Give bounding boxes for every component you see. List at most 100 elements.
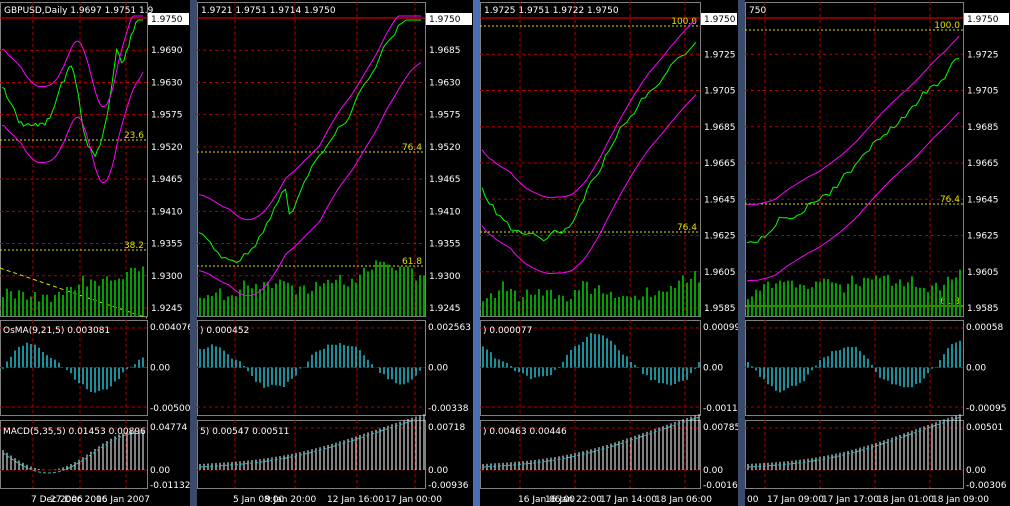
price-pane	[0, 2, 148, 317]
chart-header: GBPUSD,Daily 1.9697 1.9751 1.9	[4, 6, 154, 16]
volume-bar	[562, 295, 564, 316]
volume-bar	[779, 280, 781, 316]
osma-axis-label: 0.00	[428, 364, 448, 374]
price-axis-label: 1.9465	[151, 175, 183, 185]
volume-bar	[319, 286, 321, 316]
moving-average-line	[481, 93, 697, 275]
volume-bar	[694, 270, 696, 316]
fibonacci-label: 76.4	[677, 223, 697, 233]
volume-bar	[22, 291, 24, 316]
volume-bar	[518, 301, 520, 316]
volume-bar	[271, 288, 273, 316]
volume-bar	[642, 296, 644, 316]
volume-bar	[931, 285, 933, 316]
time-axis-label: 18 Jan 06:00	[655, 495, 712, 505]
price-badge-text: 1.9750	[151, 15, 183, 25]
osma-axis-label: 0.00	[703, 364, 723, 374]
volume-bar	[594, 288, 596, 316]
fibonacci-label: 23.6	[124, 131, 144, 141]
volume-bar	[606, 294, 608, 316]
macd-axis-label: 0.00785	[703, 423, 738, 433]
volume-bar	[867, 277, 869, 316]
fibonacci-label: 100.0	[671, 17, 697, 27]
time-axis-label: 5 Jan 08:00	[233, 495, 285, 505]
price-axis-label: 1.9685	[967, 123, 999, 133]
volume-bar	[486, 298, 488, 316]
macd-indicator-label: ) 0.00463 0.00446	[483, 427, 567, 437]
volume-bar	[259, 288, 261, 316]
macd-signal-line	[747, 416, 961, 468]
volume-bar	[375, 260, 377, 316]
price-axis-label: 1.9575	[151, 111, 183, 121]
chart-window-h1[interactable]: 100.076.41.97451.97251.97051.96851.96651…	[480, 0, 738, 506]
volume-bar	[686, 282, 688, 316]
volume-bar	[819, 281, 821, 316]
volume-bar	[419, 275, 421, 316]
time-axis-label: 16 Jan 22:00	[545, 495, 602, 505]
fibonacci-label: 38.2	[124, 241, 144, 251]
chart-window-h4[interactable]: 76.461.81.97401.96851.96301.95751.95201.…	[197, 0, 473, 506]
price-pane	[480, 2, 701, 317]
volume-bar	[207, 294, 209, 316]
volume-bar	[899, 279, 901, 316]
window-separator	[738, 0, 745, 506]
price-axis-label: 1.9245	[151, 304, 183, 314]
macd-pane	[0, 420, 148, 489]
macd-indicator-label: MACD(5,35,5) 0.01453 0.00896	[3, 427, 146, 437]
chart-header: 1.9725 1.9751 1.9722 1.9750	[484, 6, 619, 16]
chart-window-m30[interactable]: 100.076.461.81.97451.97251.97051.96851.9…	[745, 0, 1010, 506]
fibonacci-label: 61.8	[402, 257, 422, 267]
chart-canvas[interactable]: 100.076.461.81.97451.97251.97051.96851.9…	[745, 0, 1010, 506]
macd-axis-label: 0.00718	[428, 423, 465, 433]
macd-signal-line	[2, 432, 144, 474]
volume-bar	[387, 264, 389, 316]
volume-bar	[347, 286, 349, 316]
volume-bar	[815, 281, 817, 316]
price-axis-label: 1.9725	[704, 50, 736, 60]
price-axis-label: 1.9355	[151, 240, 183, 250]
volume-bar	[130, 267, 132, 316]
volume-bar	[650, 296, 652, 316]
volume-bar	[343, 284, 345, 316]
macd-pane	[745, 420, 964, 489]
chart-canvas[interactable]: 76.461.81.97401.96851.96301.95751.95201.…	[197, 0, 473, 506]
volume-bar	[919, 287, 921, 316]
chart-window-gbpusd-daily[interactable]: 23.6 38.2 1.9750 1.9690 1.9630 1.9575 1.9520 1.…	[0, 0, 190, 506]
volume-bar	[927, 292, 929, 316]
volume-bar	[638, 300, 640, 316]
volume-bar	[534, 294, 536, 316]
price-axis-label: 1.9725	[967, 50, 999, 60]
price-badge-text: 1.9750	[704, 15, 736, 25]
volume-bar	[118, 278, 120, 316]
volume-bar	[895, 283, 897, 316]
price-axis-label: 1.9630	[429, 78, 461, 88]
fibonacci-label: 76.4	[402, 143, 422, 153]
price-axis-label: 1.9685	[704, 123, 736, 133]
volume-bar	[879, 278, 881, 316]
price-axis-label: 1.9575	[429, 111, 461, 121]
volume-bar	[58, 291, 60, 316]
osma-axis-label: -0.00114	[703, 404, 738, 414]
price-axis-label: 1.9625	[967, 232, 999, 242]
volume-bar	[379, 261, 381, 316]
volume-bar	[510, 288, 512, 316]
window-separator	[473, 0, 480, 506]
volume-bar	[122, 279, 124, 316]
price-axis-label: 1.9585	[967, 304, 999, 314]
volume-bar	[835, 283, 837, 316]
volume-bar	[578, 290, 580, 316]
volume-bar	[331, 282, 333, 316]
chart-canvas[interactable]: 23.6 38.2 1.9750 1.9690 1.9630 1.9575 1.9520 1.…	[0, 0, 190, 506]
macd-signal-line	[482, 416, 700, 468]
volume-bar	[311, 290, 313, 316]
chart-canvas[interactable]: 100.076.41.97451.97251.97051.96851.96651…	[480, 0, 738, 506]
volume-bar	[690, 278, 692, 316]
price-axis-label: 1.9410	[151, 207, 183, 217]
volume-bar	[530, 294, 532, 316]
volume-bar	[622, 295, 624, 316]
price-axis-label: 1.9690	[151, 46, 183, 56]
volume-bar	[522, 297, 524, 316]
volume-bar	[367, 271, 369, 316]
volume-bar	[46, 294, 48, 316]
price-pane	[197, 2, 426, 317]
